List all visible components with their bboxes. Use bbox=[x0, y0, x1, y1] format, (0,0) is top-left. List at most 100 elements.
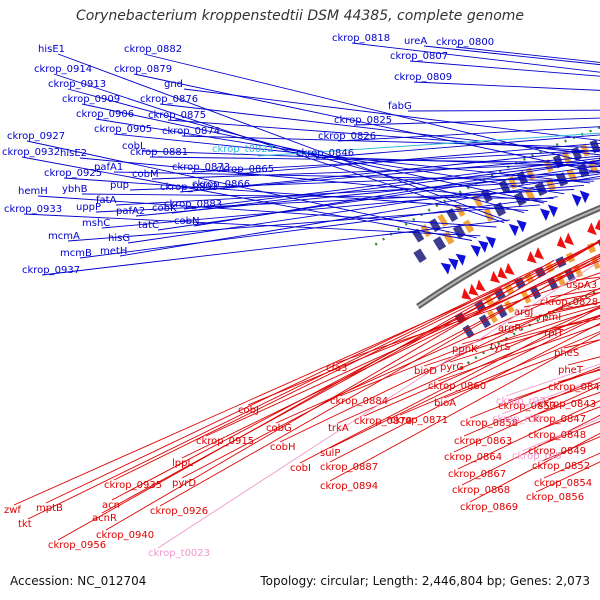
forward-gene-arrow bbox=[579, 190, 590, 204]
reverse-gene-label: ckrop_0940 bbox=[96, 530, 154, 541]
reverse-gene-label: cobH bbox=[270, 442, 295, 453]
reverse-gene-arrow bbox=[564, 232, 575, 246]
forward-label-line bbox=[183, 88, 600, 141]
reverse-gene-label: sulP bbox=[320, 448, 340, 459]
reverse-gene-label: ckrop_0853 bbox=[498, 401, 556, 412]
forward-gene-label: hisE2 bbox=[60, 148, 87, 159]
reverse-gene-label: ckrop_0878 bbox=[354, 416, 412, 427]
reverse-gene-label: pyrG bbox=[440, 362, 464, 373]
reverse-gene-label: pheS bbox=[554, 348, 579, 359]
reverse-gene-arrow bbox=[556, 236, 567, 249]
forward-gene-label: ckrop_0874 bbox=[162, 126, 220, 137]
forward-gene-label: ckrop_0866 bbox=[192, 179, 250, 190]
reverse-gene-label: ckrop_0843 bbox=[538, 399, 596, 410]
reverse-label-line bbox=[181, 257, 600, 479]
forward-label-line bbox=[179, 155, 600, 193]
reverse-gene-label: ckrop_0849 bbox=[528, 446, 586, 457]
forward-gene-label: ckrop_0881 bbox=[130, 147, 188, 158]
forward-label-line bbox=[413, 81, 600, 91]
reverse-label-line bbox=[275, 277, 600, 424]
reverse-gene-label: ckrop_0871 bbox=[390, 415, 448, 426]
forward-label-line bbox=[351, 42, 600, 73]
forward-gene-label: ckrop_0893 bbox=[160, 182, 218, 193]
forward-gene-label: ckrop_0906 bbox=[76, 109, 134, 120]
rrna-gene-label: ckrop_r09 bbox=[492, 414, 541, 425]
reverse-label-line bbox=[457, 400, 600, 470]
class-block bbox=[462, 324, 475, 339]
reverse-gene-label: ckrop_0860 bbox=[428, 381, 486, 392]
forward-gene-arrow bbox=[478, 240, 489, 253]
forward-gene-label: ckrop_0882 bbox=[124, 44, 182, 55]
forward-label-line bbox=[67, 204, 541, 242]
gc-block bbox=[504, 283, 515, 295]
reverse-gene-label: ckrop_0852 bbox=[532, 461, 590, 472]
forward-label-line bbox=[183, 157, 600, 210]
reverse-label-line bbox=[363, 314, 600, 417]
forward-label-line bbox=[127, 173, 600, 244]
forward-gene-label: ckrop_0818 bbox=[332, 33, 390, 44]
reverse-gene-label: tyrS bbox=[490, 342, 510, 353]
forward-gene-label: tatC bbox=[138, 220, 159, 231]
backbone-highlight bbox=[417, 206, 600, 308]
reverse-label-line bbox=[279, 287, 600, 443]
reverse-gene-label: ckrop_0856 bbox=[526, 492, 584, 503]
reverse-gene-label: argJ bbox=[514, 307, 533, 318]
forward-gene-label: ckrop_0905 bbox=[94, 124, 152, 135]
trna-gene-label: ckrop_t0022 bbox=[212, 144, 274, 155]
reverse-gene-label: tkt bbox=[18, 519, 32, 530]
reverse-label-line bbox=[337, 305, 600, 424]
forward-label-line bbox=[79, 196, 558, 259]
forward-gene-label: ckrop_0932 bbox=[2, 147, 60, 158]
forward-gene-label: ckrop_0925 bbox=[44, 168, 102, 179]
reverse-gene-label: pheT bbox=[558, 365, 584, 376]
rrna-gene-label: ckrop_r07 bbox=[496, 396, 545, 407]
reverse-gene-label: ckrop_0915 bbox=[196, 436, 254, 447]
reverse-gene-arrow bbox=[461, 288, 472, 301]
reverse-gene-label: cobJ bbox=[238, 405, 259, 416]
forward-gene-arrow bbox=[448, 258, 459, 271]
reverse-label-lines bbox=[13, 239, 600, 549]
forward-gene-label: ckrop_0873 bbox=[172, 162, 230, 173]
reverse-gene-label: zwf bbox=[4, 505, 21, 516]
reverse-label-line bbox=[27, 278, 519, 520]
reverse-label-line bbox=[299, 307, 600, 464]
forward-gene-label: cobK bbox=[152, 203, 177, 214]
forward-label-line bbox=[353, 117, 600, 126]
reverse-gene-arrow bbox=[594, 219, 600, 231]
reverse-gene-label: ckrop_0858 bbox=[460, 418, 518, 429]
forward-label-line bbox=[235, 142, 600, 175]
backbone-ring bbox=[416, 204, 600, 309]
forward-gene-label: ckrop_0800 bbox=[436, 37, 494, 48]
reverse-gene-label: ckrop_0894 bbox=[320, 481, 378, 492]
forward-gene-label: cobM bbox=[132, 169, 159, 180]
forward-gene-label: hisE1 bbox=[38, 44, 65, 55]
gc-block bbox=[498, 179, 511, 194]
rrna-gene-label: ckrop_r08 bbox=[512, 451, 561, 462]
forward-label-line bbox=[409, 60, 600, 77]
forward-label-line bbox=[21, 156, 473, 241]
reverse-gene-label: bioA bbox=[434, 398, 456, 409]
reverse-gene-label: ckrop_0868 bbox=[452, 485, 510, 496]
reverse-gene-label: rpmI bbox=[538, 312, 561, 323]
forward-gene-label: fatA bbox=[96, 195, 117, 206]
class-block bbox=[462, 219, 475, 234]
reverse-gene-label: ckrop_0848 bbox=[528, 430, 586, 441]
trna-label-line bbox=[257, 132, 600, 157]
reverse-gene-label: rplT bbox=[544, 328, 564, 339]
reverse-label-line bbox=[443, 339, 600, 399]
reverse-label-line bbox=[205, 255, 600, 437]
forward-label-line bbox=[81, 193, 554, 200]
class-block bbox=[577, 163, 590, 178]
forward-gene-label: pafA1 bbox=[94, 162, 123, 173]
reverse-gene-label: ckrop_0869 bbox=[460, 502, 518, 513]
reverse-gene-label: lppL bbox=[172, 458, 193, 469]
forward-gene-label: ckrop_0933 bbox=[4, 204, 62, 215]
reverse-labels: uspA3 ckrop_0828 argJ rpmI argR rplT tyrS pheS p… bbox=[4, 280, 600, 559]
forward-label-line bbox=[57, 53, 508, 222]
class-block bbox=[432, 236, 447, 251]
forward-gene-label: mcmA bbox=[48, 231, 80, 242]
reverse-label-line bbox=[453, 384, 600, 453]
forward-gene-arrow bbox=[508, 223, 519, 237]
forward-gene-label: ckrop_0825 bbox=[334, 115, 392, 126]
